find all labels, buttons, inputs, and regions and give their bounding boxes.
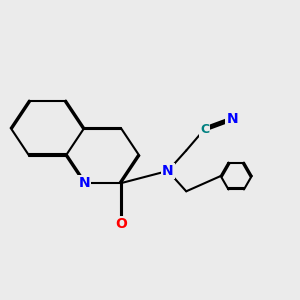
Text: C: C — [200, 123, 209, 136]
Text: O: O — [115, 217, 127, 231]
Text: N: N — [162, 164, 174, 178]
Text: N: N — [78, 176, 90, 190]
Text: N: N — [226, 112, 238, 126]
